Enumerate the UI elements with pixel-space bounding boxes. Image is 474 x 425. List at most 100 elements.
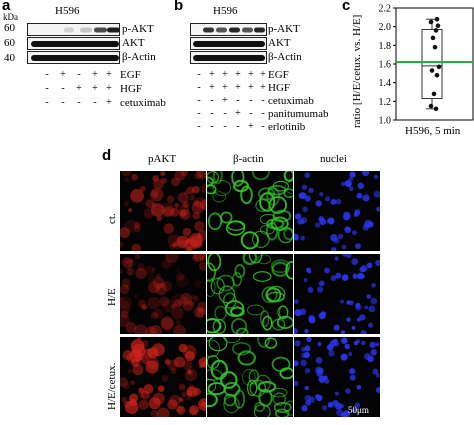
mw-marker-2: 60 <box>4 37 15 49</box>
sign: - <box>77 97 81 108</box>
treatment-label-egf: EGF <box>120 69 141 81</box>
sign: - <box>249 108 253 119</box>
micrograph-beta-actin-ct <box>207 171 293 251</box>
data-point <box>429 68 435 73</box>
sign: + <box>209 82 215 93</box>
blot-b-pakt <box>190 23 267 36</box>
data-point <box>431 91 437 97</box>
treatment-label-cetuximab: cetuximab <box>268 95 314 107</box>
panel-a-row-actin: β-Actin <box>122 51 156 63</box>
data-point <box>432 44 438 50</box>
plot-frame <box>395 7 474 121</box>
column-header-beta-actin: β-actin <box>233 153 264 165</box>
sign: - <box>61 97 65 108</box>
panel-d-letter: d <box>102 147 112 164</box>
sign: + <box>76 83 82 94</box>
sign: + <box>209 69 215 80</box>
blot-a-pakt <box>27 23 120 36</box>
y-tick-label: 1.6 <box>379 60 392 71</box>
micrograph-pakt-he-cetux <box>120 337 206 417</box>
row-label-he: H/E <box>106 288 118 306</box>
sign: - <box>45 83 49 94</box>
sign: - <box>261 121 265 132</box>
sign: + <box>235 82 241 93</box>
sign: + <box>260 82 266 93</box>
row-label-ct: ct. <box>106 213 118 224</box>
blot-a-actin <box>27 51 120 64</box>
data-point <box>433 28 439 33</box>
sign: + <box>92 69 98 80</box>
sign: - <box>249 95 253 106</box>
panel-c-boxplot: 1.0 1.2 1.4 1.6 1.8 2.0 2.2 <box>379 4 474 127</box>
panel-b-row-pakt: p-AKT <box>268 23 300 35</box>
sign: + <box>222 69 228 80</box>
sign: - <box>197 121 201 132</box>
kda-label: kDa <box>3 12 18 22</box>
sign: - <box>45 69 49 80</box>
panel-c-ylabel: ratio [H/E/cetux. vs. H/E] <box>351 14 363 128</box>
sign: - <box>236 95 240 106</box>
panel-a-letter: a <box>2 0 11 14</box>
y-tick-label: 1.8 <box>379 41 392 52</box>
sign: - <box>210 108 214 119</box>
panel-a-row-akt: AKT <box>122 37 145 49</box>
sign: - <box>77 69 81 80</box>
data-point <box>428 19 434 25</box>
blot-b-akt <box>190 37 267 50</box>
sign: - <box>197 108 201 119</box>
sign: + <box>106 83 112 94</box>
mw-marker-3: 40 <box>4 52 15 64</box>
micrograph-pakt-ct <box>120 171 206 251</box>
sign: - <box>210 121 214 132</box>
sign: - <box>93 97 97 108</box>
treatment-label-hgf: HGF <box>120 83 143 95</box>
blot-b-actin <box>190 51 267 64</box>
treatment-label-panitumumab: panitumumab <box>268 108 329 120</box>
sign: + <box>235 108 241 119</box>
sign: - <box>197 69 201 80</box>
panel-b-letter: b <box>174 0 184 14</box>
sign: + <box>248 121 254 132</box>
sign: - <box>223 108 227 119</box>
panel-a-cell-line: H596 <box>55 5 80 17</box>
sign: - <box>261 95 265 106</box>
scale-bar-label: 50μm <box>348 405 369 415</box>
sign: + <box>60 69 66 80</box>
scale-bar <box>352 417 372 419</box>
y-tick-label: 1.4 <box>379 78 392 89</box>
mw-marker-1: 60 <box>4 22 15 34</box>
treatment-label-cetuximab: cetuximab <box>120 97 166 109</box>
sign: - <box>197 95 201 106</box>
sign: + <box>106 97 112 108</box>
y-tick-label: 2.2 <box>379 4 392 15</box>
sign: - <box>236 121 240 132</box>
micrograph-nuclei-he <box>294 254 380 334</box>
treatment-label-erlotinib: erlotinib <box>268 121 306 133</box>
y-tick-label: 1.2 <box>379 97 392 108</box>
treatment-label-hgf: HGF <box>268 82 291 94</box>
row-label-he-cetux: H/E/cetux. <box>106 362 118 410</box>
micrograph-beta-actin-he-cetux <box>207 337 293 417</box>
sign: + <box>222 82 228 93</box>
micrograph-pakt-he <box>120 254 206 334</box>
data-point <box>434 16 440 22</box>
y-tick-label: 1.0 <box>379 116 392 127</box>
sign: + <box>248 82 254 93</box>
blot-a-akt <box>27 37 120 50</box>
column-header-nuclei: nuclei <box>320 153 347 165</box>
y-tick-label: 2.0 <box>379 22 392 33</box>
panel-c-letter: c <box>342 0 351 14</box>
data-point <box>428 103 434 109</box>
treatment-label-egf: EGF <box>268 69 289 81</box>
sign: - <box>197 82 201 93</box>
sign: - <box>223 121 227 132</box>
sign: + <box>106 69 112 80</box>
panel-c-xlabel: H596, 5 min <box>405 125 461 137</box>
panel-b-row-actin: β-Actin <box>268 51 302 63</box>
panel-a-row-pakt: p-AKT <box>122 23 154 35</box>
micrograph-nuclei-he-cetux <box>294 337 380 417</box>
sign: + <box>248 69 254 80</box>
sign: - <box>45 97 49 108</box>
data-point <box>435 23 441 29</box>
sign: + <box>92 83 98 94</box>
